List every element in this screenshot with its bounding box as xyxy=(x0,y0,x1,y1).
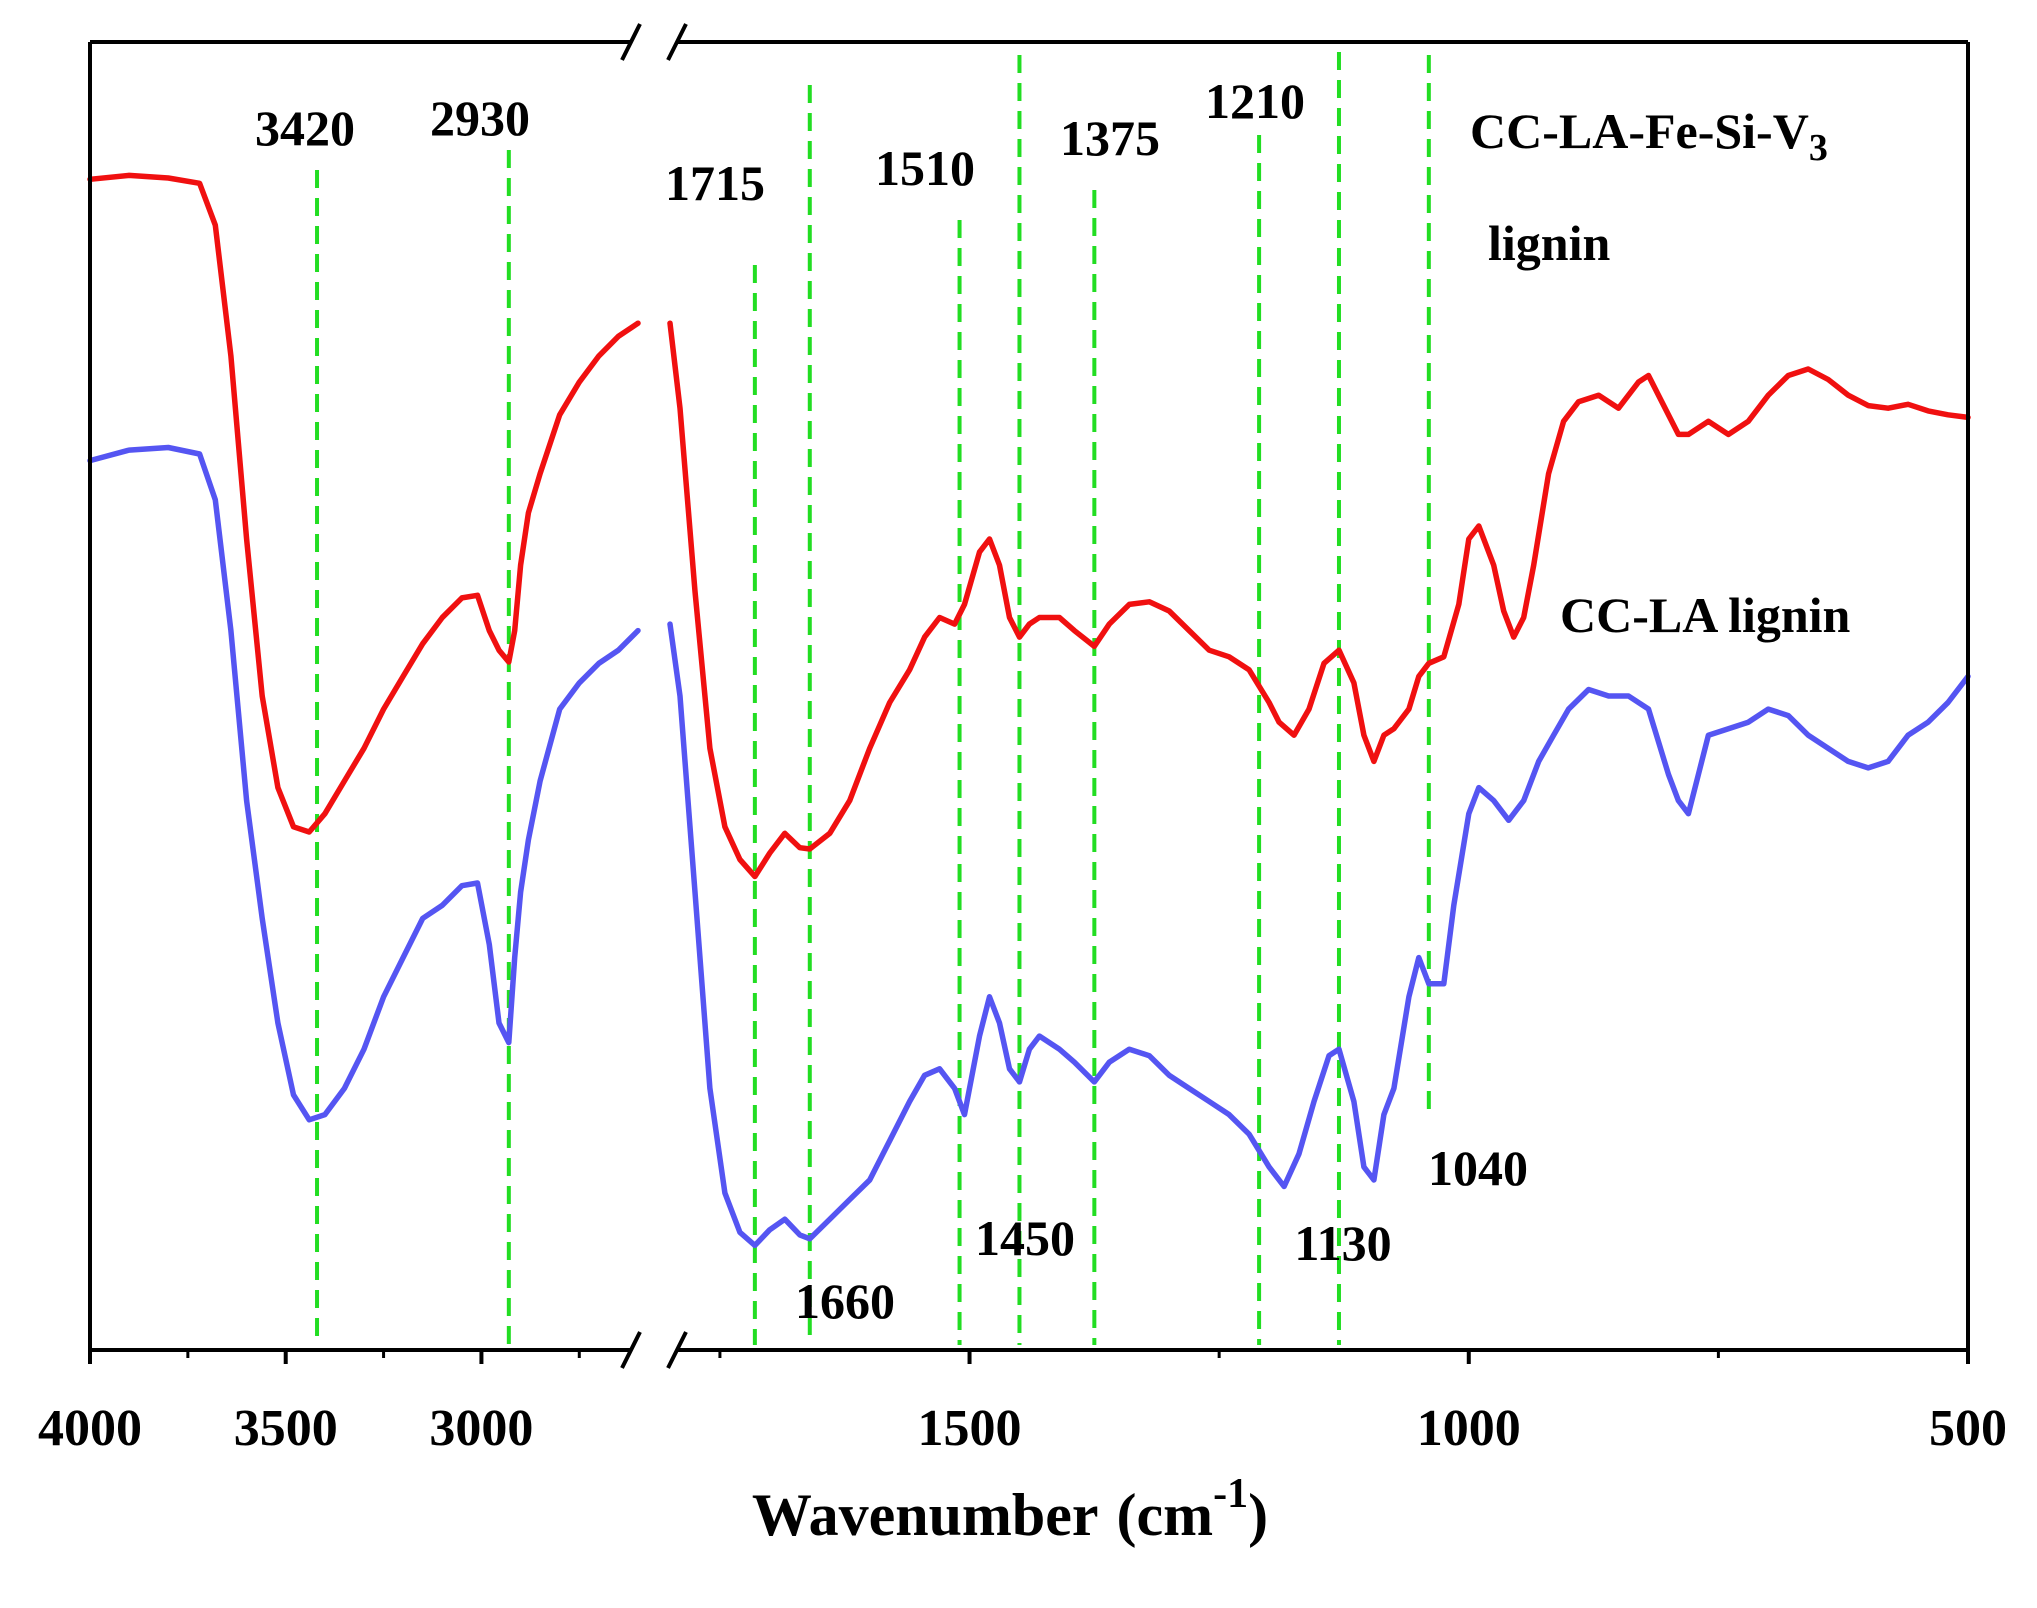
x-tick-label-3500: 3500 xyxy=(234,1400,338,1457)
x-axis-title: Wavenumber (cm-1) xyxy=(752,1471,1268,1548)
axis-break-b-1 xyxy=(666,1331,688,1369)
series-1-segment-0 xyxy=(87,444,641,1123)
series-1-segment-1 xyxy=(667,621,1971,1249)
peak-label-1130: 1130 xyxy=(1294,1215,1391,1271)
peak-label-1040: 1040 xyxy=(1428,1140,1528,1196)
axis-break-a-1 xyxy=(620,1331,642,1369)
peak-label-1210: 1210 xyxy=(1205,73,1305,129)
peak-label-2930: 2930 xyxy=(430,90,530,146)
axis-break-a-0 xyxy=(620,23,642,61)
peak-label-3420: 3420 xyxy=(255,100,355,156)
x-tick-label-4000: 4000 xyxy=(38,1400,142,1457)
series-labels: CC-LA-Fe-Si-V3 lignin CC-LA lignin xyxy=(1470,103,1851,643)
x-tick-label-500: 500 xyxy=(1929,1400,2007,1457)
legend-label-fe-si: CC-LA-Fe-Si-V3 xyxy=(1470,103,1828,169)
series-0-segment-0 xyxy=(87,172,641,835)
reference-lines xyxy=(315,52,1431,1345)
peak-label-1715: 1715 xyxy=(665,155,765,211)
peak-label-1660: 1660 xyxy=(795,1273,895,1329)
axis-break-b-0 xyxy=(666,23,688,61)
peak-label-1450: 1450 xyxy=(975,1210,1075,1266)
series-0-segment-1 xyxy=(667,320,1971,880)
axes xyxy=(88,23,1970,1369)
tick-labels: 4000 3500 3000 1500 1000 500 xyxy=(38,1400,2007,1457)
peak-label-1510: 1510 xyxy=(875,140,975,196)
legend-label-fe-si-line2: lignin xyxy=(1488,215,1610,271)
peak-labels: 3420 2930 1715 1510 1375 1210 1660 1450 1130 1040 xyxy=(255,73,1528,1329)
x-tick-label-3000: 3000 xyxy=(429,1400,533,1457)
x-tick-label-1000: 1000 xyxy=(1417,1400,1521,1457)
x-tick-label-1500: 1500 xyxy=(918,1400,1022,1457)
series-layer xyxy=(87,172,1971,1249)
legend-label-cc-la: CC-LA lignin xyxy=(1560,587,1851,643)
peak-label-1375: 1375 xyxy=(1060,110,1160,166)
